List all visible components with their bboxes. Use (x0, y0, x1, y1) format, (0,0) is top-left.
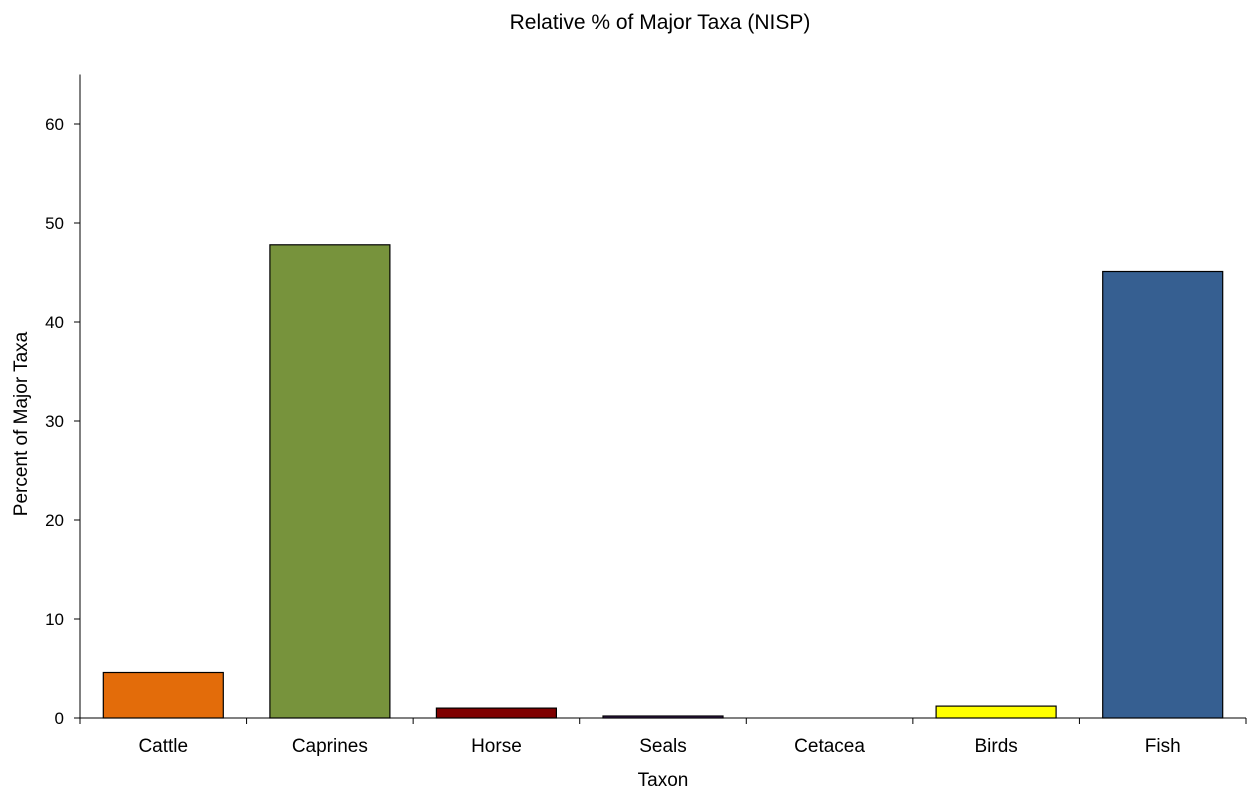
y-tick-label: 20 (45, 511, 64, 530)
y-tick-labels: 0 10 20 30 40 50 60 (45, 115, 64, 728)
bar-birds (935, 705, 1057, 719)
x-tick-label-caprines: Caprines (292, 736, 368, 757)
x-tick-label-cetacea: Cetacea (794, 736, 865, 757)
bar-fish (1102, 270, 1224, 719)
y-tick-label: 0 (55, 709, 64, 728)
bars-layer (102, 244, 1224, 719)
x-tick-label-seals: Seals (639, 736, 687, 757)
y-axis-label: Percent of Major Taxa (11, 331, 32, 516)
x-tick-labels: Cattle Caprines Horse Seals Cetacea Birds Fish (138, 736, 1180, 757)
x-tick-label-birds: Birds (974, 736, 1017, 757)
x-tick-label-cattle: Cattle (138, 736, 188, 757)
x-tick-label-horse: Horse (471, 736, 522, 757)
bar-caprines (269, 244, 391, 719)
y-tick-label: 30 (45, 412, 64, 431)
x-tick-label-fish: Fish (1145, 736, 1181, 757)
x-axis-label: Taxon (638, 770, 689, 791)
axes-layer (74, 74, 1247, 724)
y-tick-label: 50 (45, 214, 64, 233)
bar-horse (435, 707, 557, 719)
y-tick-label: 60 (45, 115, 64, 134)
bar-cattle (102, 671, 224, 719)
y-tick-label: 40 (45, 313, 64, 332)
chart-title: Relative % of Major Taxa (NISP) (510, 11, 811, 34)
y-tick-label: 10 (45, 610, 64, 629)
